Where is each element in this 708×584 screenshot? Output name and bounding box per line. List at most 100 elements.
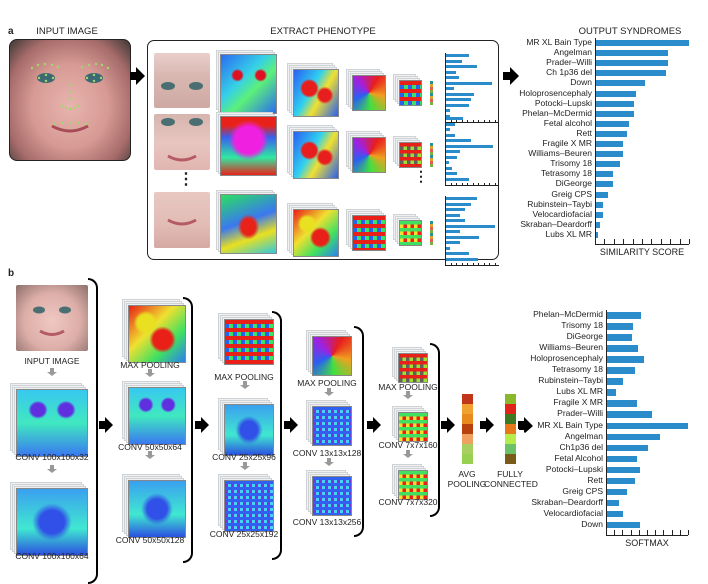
mini-tick	[467, 120, 468, 123]
x-axis	[595, 244, 689, 245]
category-label: Down	[570, 77, 592, 88]
mini-bar	[446, 128, 450, 131]
category-label: Rett	[576, 127, 592, 138]
layer-label: MAX POOLING	[378, 382, 438, 392]
vector-cell	[505, 434, 516, 444]
arrow-head	[240, 385, 250, 389]
arrow-shaft	[406, 391, 410, 395]
layer-label: MAX POOLING	[297, 378, 357, 388]
layer-label: CONV 13x13x128	[292, 448, 362, 458]
feature-map-stack	[392, 406, 429, 443]
mini-tick	[489, 120, 490, 123]
data-bar	[596, 110, 634, 117]
mini-tick	[467, 263, 468, 266]
feature-map	[312, 476, 352, 516]
feature-map-stack	[393, 74, 423, 107]
feature-map-stack	[218, 313, 275, 366]
layer-label: MAX POOLING	[214, 372, 274, 382]
mini-tick	[461, 120, 463, 123]
mini-tick	[467, 183, 468, 186]
mini-tick	[478, 120, 479, 123]
data-bar	[596, 50, 669, 57]
x-tick	[660, 239, 662, 244]
category-label: Rett	[587, 474, 603, 485]
arrow-shaft	[148, 369, 152, 373]
feature-map	[398, 412, 428, 442]
feature-map-stack	[122, 299, 187, 364]
data-bar	[596, 171, 613, 178]
x-tick	[671, 530, 673, 535]
data-bar	[607, 466, 640, 474]
feature-map	[128, 387, 186, 445]
data-bar	[596, 90, 637, 97]
x-tick	[655, 530, 657, 535]
avg-pooling-label-2: POOLING	[447, 479, 487, 489]
feature-map-stack	[122, 381, 187, 446]
mini-bar	[446, 235, 479, 239]
category-label: Angelman	[553, 47, 592, 58]
feature-map-stack	[393, 214, 423, 247]
block-bracket	[430, 343, 440, 517]
fully-connected-vector	[505, 394, 516, 464]
data-bar	[596, 60, 669, 67]
x-tick	[613, 239, 615, 244]
mini-bar	[446, 161, 449, 164]
feature-map-stack	[216, 112, 277, 176]
feature-vector	[430, 143, 433, 167]
block-bracket	[272, 311, 282, 560]
down-arrow-icon	[240, 462, 250, 470]
category-label: Lubs XL MR	[556, 386, 603, 397]
data-bar	[607, 521, 640, 529]
feature-map	[398, 353, 428, 383]
data-bar	[596, 161, 621, 168]
mini-bar	[446, 92, 474, 96]
data-bar	[607, 389, 617, 396]
mini-bar	[446, 98, 471, 101]
feature-map	[293, 131, 339, 179]
mini-tick	[489, 263, 490, 266]
layer-label: CONV 25x25x96	[212, 452, 276, 462]
layer-label: CONV 100x100x32	[15, 452, 89, 462]
face-crop-eyes	[154, 53, 210, 108]
extract-phenotype-title: EXTRACT PHENOTYPE	[270, 26, 376, 37]
feature-map-stack	[216, 190, 277, 254]
mini-bar	[446, 139, 471, 142]
x-axis	[606, 535, 688, 536]
output-syndromes-title: OUTPUT SYNDROMES	[578, 26, 682, 37]
block-bracket	[183, 297, 193, 563]
feature-vector	[430, 81, 433, 105]
mini-bar	[446, 70, 456, 74]
x-tick	[670, 239, 672, 244]
mini-tick	[450, 183, 452, 186]
mini-tick	[456, 120, 457, 123]
mini-bar	[446, 133, 455, 137]
category-label: Fetal Alcohol	[554, 452, 603, 463]
data-bar	[596, 201, 603, 208]
feature-map	[398, 470, 428, 500]
data-bar	[607, 499, 620, 507]
mini-bar	[446, 202, 471, 206]
x-tick	[679, 530, 681, 535]
category-label: Phelan–McDermid	[522, 107, 592, 118]
data-bar	[596, 70, 666, 77]
mini-bar	[446, 144, 493, 148]
mini-bar	[446, 172, 457, 175]
category-label: Velocardiofacial	[532, 208, 592, 219]
feature-map	[16, 488, 88, 556]
feature-map-stack	[122, 474, 187, 539]
vector-cell	[462, 424, 473, 434]
arrow-shaft	[148, 451, 152, 455]
data-bar	[596, 191, 609, 198]
mini-bar	[446, 109, 450, 112]
x-tick	[606, 530, 607, 535]
layer-label: CONV 7x7x160	[378, 440, 438, 450]
x-tick	[622, 530, 624, 535]
x-tick	[679, 239, 681, 244]
vector-cell	[505, 404, 516, 414]
x-tick	[663, 530, 665, 535]
category-label: MR XL Bain Type	[526, 37, 592, 47]
feature-map-stack	[306, 400, 353, 447]
vector-cell	[462, 454, 473, 464]
mini-bar	[446, 224, 495, 228]
mini-tick	[461, 263, 463, 266]
